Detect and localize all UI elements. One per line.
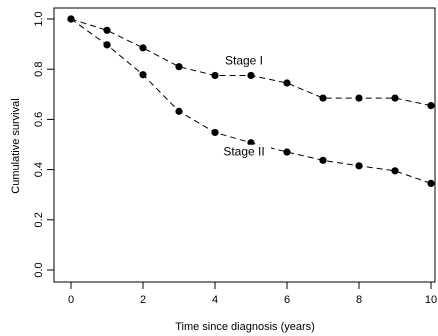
data-point-stage-ii [427,179,435,188]
series-label-stage-ii: Stage II [223,145,264,159]
series-layer [67,15,435,188]
series-label-backing [217,144,271,160]
x-tick-label: 4 [212,294,218,306]
data-point-stage-ii [319,156,327,164]
data-point-stage-ii [391,167,399,175]
data-point-stage-i [319,94,327,102]
x-axis: 0 2 4 6 8 10 [68,282,437,306]
y-axis: 0.0 0.2 0.4 0.6 0.8 1.0 [33,11,54,278]
series-label-stage-i: Stage I [225,53,263,67]
data-point-stage-i [175,63,183,71]
data-point-stage-i [103,26,111,34]
data-point-stage-ii [67,15,75,23]
y-tick-label: 0.2 [33,212,45,227]
data-point-stage-i [211,71,219,80]
data-point-stage-i [283,79,291,87]
y-tick-label: 0.8 [33,62,45,77]
data-point-stage-ii [355,162,363,170]
data-point-stage-ii [103,41,111,49]
data-point-stage-ii [283,148,291,156]
data-point-stage-i [391,94,399,102]
series-label-backing [217,53,271,69]
x-tick-label: 10 [425,294,437,306]
x-tick-label: 8 [356,294,362,306]
data-point-stage-ii [139,71,147,79]
plot-frame [53,7,436,283]
data-point-stage-ii [247,139,255,147]
y-tick-label: 0.0 [33,262,45,277]
x-tick-label: 6 [284,294,290,306]
series-label-layer: Stage I Stage II [217,53,271,160]
plot-box [53,7,436,283]
data-point-stage-i [427,101,435,110]
y-tick-label: 1.0 [33,11,45,26]
data-point-stage-i [247,71,255,80]
data-point-stage-ii [175,107,183,115]
x-tick-label: 0 [68,294,74,306]
y-tick-label: 0.6 [33,112,45,127]
x-tick-label: 2 [140,294,146,306]
y-axis-title: Cumulative survival [10,98,22,193]
data-point-stage-i [139,44,147,52]
data-point-stage-i [355,94,363,102]
y-tick-label: 0.4 [33,162,45,177]
x-axis-title: Time since diagnosis (years) [175,321,315,333]
data-point-stage-ii [211,128,219,137]
